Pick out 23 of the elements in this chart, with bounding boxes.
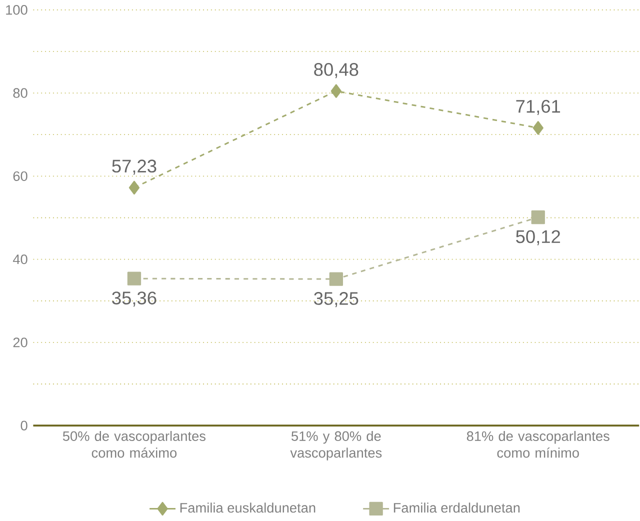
- point: [330, 84, 342, 98]
- x-tick-label: 51% y 80% de vascoparlantes: [290, 430, 382, 460]
- y-tick-label: 20: [13, 338, 28, 348]
- y-tick-label: 60: [13, 171, 28, 182]
- y-tick-label: 40: [12, 254, 28, 264]
- data-label: 80,48: [314, 63, 358, 78]
- point: [329, 272, 343, 286]
- x-tick-label: 81% de vascoparlantes como mínimo: [466, 430, 610, 458]
- data-label: 35,36: [112, 292, 156, 307]
- point: [531, 210, 545, 224]
- legend-label: Familia euskaldunetan: [180, 502, 316, 513]
- data-label: 35,25: [314, 292, 358, 308]
- data-label: 71,61: [516, 100, 560, 115]
- y-tick-label: 0: [20, 420, 28, 430]
- point: [128, 180, 140, 195]
- point: [127, 272, 142, 286]
- legend-label: Familia erdaldunetan: [394, 502, 520, 513]
- y-tick-label: 100: [6, 5, 28, 15]
- data-label: 50,12: [516, 230, 560, 246]
- y-tick-label: 80: [13, 88, 28, 98]
- point: [532, 121, 544, 135]
- data-label: 57,23: [112, 160, 156, 175]
- x-tick-label: 50% de vascoparlantes como máximo: [62, 430, 206, 458]
